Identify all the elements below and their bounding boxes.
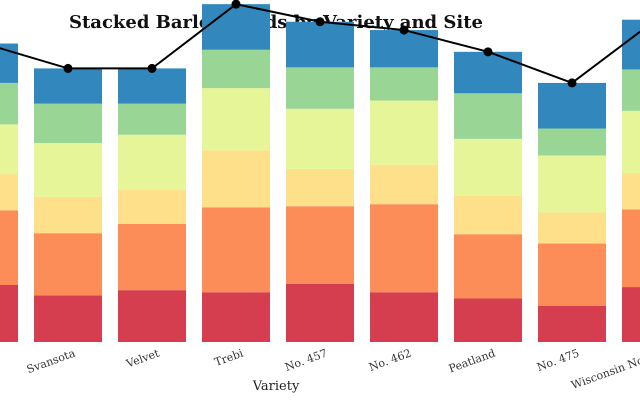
bar-segment-no-457-series-1 — [286, 283, 354, 342]
bar-segment-trebi-series-2 — [202, 207, 270, 293]
bar-segment-manchuria-series-4 — [0, 124, 18, 175]
bar-segment-no-457-series-4 — [286, 108, 354, 169]
bar-segment-manchuria-series-6 — [0, 43, 18, 83]
x-tick-trebi: Trebi — [213, 346, 246, 369]
bar-segment-svansota-series-6 — [34, 68, 102, 104]
bar-segment-velvet-series-1 — [118, 290, 186, 342]
bar-segment-trebi-series-5 — [202, 49, 270, 89]
bar-segment-trebi-series-6 — [202, 4, 270, 50]
bar-segment-no-457-series-3 — [286, 168, 354, 207]
bar-segment-wisconsin-no-38-series-6 — [622, 19, 640, 70]
bar-segment-velvet-series-3 — [118, 189, 186, 224]
x-tick-no-462: No. 462 — [367, 347, 413, 374]
bar-segment-no-475-series-4 — [538, 155, 606, 213]
x-tick-svansota: Svansota — [25, 346, 77, 376]
bar-segment-wisconsin-no-38-series-1 — [622, 287, 640, 342]
total-point-no-457 — [315, 17, 325, 27]
x-tick-no-457: No. 457 — [283, 347, 329, 374]
x-tick-wisconsin-no-38: Wisconsin No. 38 — [569, 347, 640, 392]
x-tick-peatland: Peatland — [447, 347, 497, 376]
bar-segment-svansota-series-3 — [34, 196, 102, 234]
total-point-peatland — [483, 47, 493, 57]
x-tick-velvet: Velvet — [124, 346, 162, 370]
bar-segment-velvet-series-2 — [118, 223, 186, 291]
bar-segment-trebi-series-4 — [202, 88, 270, 151]
total-point-svansota — [63, 63, 73, 73]
bar-segment-trebi-series-3 — [202, 150, 270, 208]
bar-segment-peatland-series-1 — [454, 298, 522, 342]
bar-segment-no-475-series-3 — [538, 212, 606, 244]
bar-segment-peatland-series-4 — [454, 138, 522, 196]
total-point-trebi — [231, 0, 241, 9]
bar-segment-wisconsin-no-38-series-5 — [622, 69, 640, 111]
bar-segment-trebi-series-1 — [202, 292, 270, 342]
bar-segment-wisconsin-no-38-series-4 — [622, 110, 640, 174]
bar-segment-no-475-series-5 — [538, 128, 606, 156]
chart-title: Stacked Barley Yields by Variety and Sit… — [69, 12, 483, 33]
bars-group — [0, 4, 640, 342]
bar-segment-svansota-series-1 — [34, 295, 102, 342]
total-point-no-462 — [399, 25, 409, 35]
bar-segment-velvet-series-5 — [118, 103, 186, 135]
total-point-velvet — [147, 63, 157, 73]
x-tick-no-475: No. 475 — [535, 347, 581, 374]
bar-segment-svansota-series-2 — [34, 233, 102, 296]
bar-segment-no-462-series-3 — [370, 164, 438, 205]
total-point-no-475 — [567, 78, 577, 88]
bar-segment-no-475-series-1 — [538, 305, 606, 342]
bar-segment-no-475-series-2 — [538, 243, 606, 306]
bar-segment-no-457-series-5 — [286, 67, 354, 109]
bar-segment-peatland-series-2 — [454, 234, 522, 299]
bar-segment-no-462-series-2 — [370, 204, 438, 293]
line-group — [0, 0, 640, 88]
bar-segment-no-457-series-6 — [286, 21, 354, 68]
bar-segment-manchuria-series-3 — [0, 174, 18, 211]
bar-segment-wisconsin-no-38-series-3 — [622, 173, 640, 210]
bar-segment-no-462-series-1 — [370, 292, 438, 342]
bar-segment-no-475-series-6 — [538, 82, 606, 129]
bar-segment-manchuria-series-1 — [0, 285, 18, 342]
bar-segment-manchuria-series-5 — [0, 82, 18, 125]
bar-segment-svansota-series-4 — [34, 143, 102, 197]
bar-segment-peatland-series-3 — [454, 195, 522, 235]
bar-segment-peatland-series-6 — [454, 51, 522, 94]
bar-segment-velvet-series-4 — [118, 134, 186, 190]
bar-segment-no-457-series-2 — [286, 206, 354, 284]
bar-segment-manchuria-series-2 — [0, 210, 18, 285]
bar-segment-wisconsin-no-38-series-2 — [622, 209, 640, 288]
bar-segment-peatland-series-5 — [454, 93, 522, 139]
bar-segment-no-462-series-5 — [370, 67, 438, 101]
bar-segment-no-462-series-4 — [370, 100, 438, 165]
x-axis-label: Variety — [252, 379, 300, 394]
bar-segment-velvet-series-6 — [118, 68, 186, 104]
bar-segment-svansota-series-5 — [34, 103, 102, 144]
